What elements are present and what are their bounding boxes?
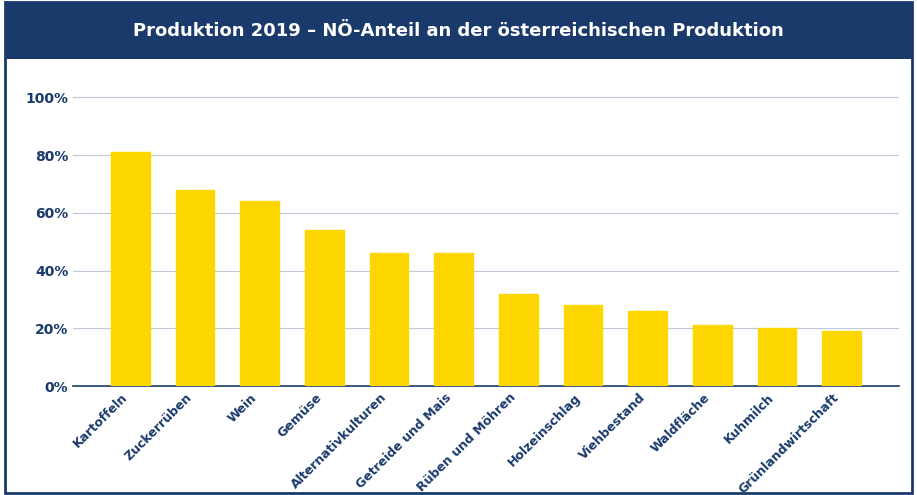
Bar [175, 190, 215, 386]
Bar [757, 328, 797, 386]
Bar [240, 201, 279, 386]
Bar [305, 230, 344, 386]
Bar [693, 326, 732, 386]
Bar [628, 311, 667, 386]
Bar [823, 331, 861, 386]
Bar [564, 305, 602, 386]
Text: Produktion 2019 – NÖ-Anteil an der österreichischen Produktion: Produktion 2019 – NÖ-Anteil an der öster… [133, 22, 784, 40]
Bar [499, 294, 537, 386]
Bar [370, 253, 408, 386]
Bar [435, 253, 473, 386]
Bar [111, 152, 149, 386]
